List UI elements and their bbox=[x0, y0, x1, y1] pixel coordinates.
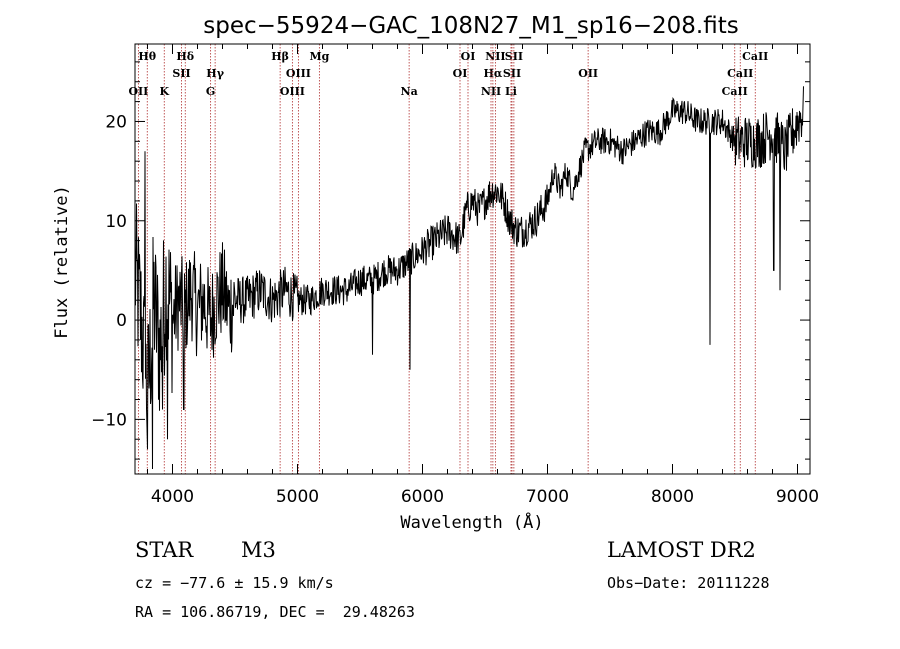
line-marker-label: Hδ bbox=[176, 50, 194, 63]
line-marker-label: OI bbox=[453, 67, 468, 80]
spectrum-line bbox=[134, 86, 804, 470]
plot-frame bbox=[134, 43, 811, 475]
x-axis-label: Wavelength (Å) bbox=[400, 511, 543, 533]
survey-name: LAMOST DR2 bbox=[607, 538, 756, 562]
x-tick-label: 9000 bbox=[776, 487, 819, 507]
line-marker-label: OI bbox=[461, 50, 476, 63]
line-marker-label: OII bbox=[128, 85, 148, 98]
line-marker-label: OIII bbox=[280, 85, 305, 98]
y-axis: −10 0 10 20 bbox=[91, 61, 810, 460]
line-marker-label: Hθ bbox=[138, 50, 156, 63]
line-marker-label: Hγ bbox=[206, 67, 224, 80]
coordinates: RA = 106.86719, DEC = 29.48263 bbox=[135, 603, 415, 621]
line-marker-label: OIII bbox=[286, 67, 311, 80]
y-tick-label: 0 bbox=[116, 311, 127, 331]
y-tick-label: 20 bbox=[105, 112, 127, 132]
line-marker-label: Mg bbox=[309, 50, 329, 63]
object-subclass: M3 bbox=[241, 538, 276, 562]
line-marker-label: Li bbox=[505, 85, 517, 98]
line-marker-label: SII bbox=[503, 67, 521, 80]
x-tick-label: 6000 bbox=[401, 487, 444, 507]
line-marker-label: NII bbox=[481, 85, 501, 98]
object-class: STAR bbox=[135, 538, 194, 562]
line-marker-label: G bbox=[206, 85, 215, 98]
line-marker-label: SII bbox=[172, 67, 190, 80]
spectrum-plot bbox=[134, 86, 804, 470]
line-marker-label: OII bbox=[578, 67, 598, 80]
x-tick-label: 8000 bbox=[651, 487, 694, 507]
line-marker-label: Hα bbox=[483, 67, 502, 80]
spectral-line-markers: Hθ OII K Hδ SII Hγ G Hβ OIII OIII Mg Na OI OI NII Hα NII… bbox=[128, 44, 768, 474]
redshift-velocity: cz = −77.6 ± 15.9 km/s bbox=[135, 574, 334, 592]
x-tick-label: 7000 bbox=[526, 487, 569, 507]
x-tick-label: 5000 bbox=[276, 487, 319, 507]
line-marker-label: CaII bbox=[727, 67, 753, 80]
x-axis: 4000 5000 6000 7000 8000 9000 bbox=[147, 44, 819, 507]
line-marker-label: CaII bbox=[742, 50, 768, 63]
y-tick-label: 10 bbox=[105, 212, 127, 232]
chart-title: spec−55924−GAC_108N27_M1_sp16−208.fits bbox=[203, 13, 738, 39]
line-marker-label: K bbox=[159, 85, 169, 98]
line-marker-label: Na bbox=[401, 85, 418, 98]
line-marker-label: SII bbox=[505, 50, 523, 63]
line-marker-label: Hβ bbox=[271, 50, 289, 63]
line-marker-label: CaII bbox=[722, 85, 748, 98]
line-marker-label: NII bbox=[485, 50, 505, 63]
observation-date: Obs−Date: 20111228 bbox=[607, 574, 770, 592]
x-tick-label: 4000 bbox=[151, 487, 194, 507]
y-axis-label: Flux (relative) bbox=[52, 185, 72, 339]
y-tick-label: −10 bbox=[91, 410, 127, 430]
